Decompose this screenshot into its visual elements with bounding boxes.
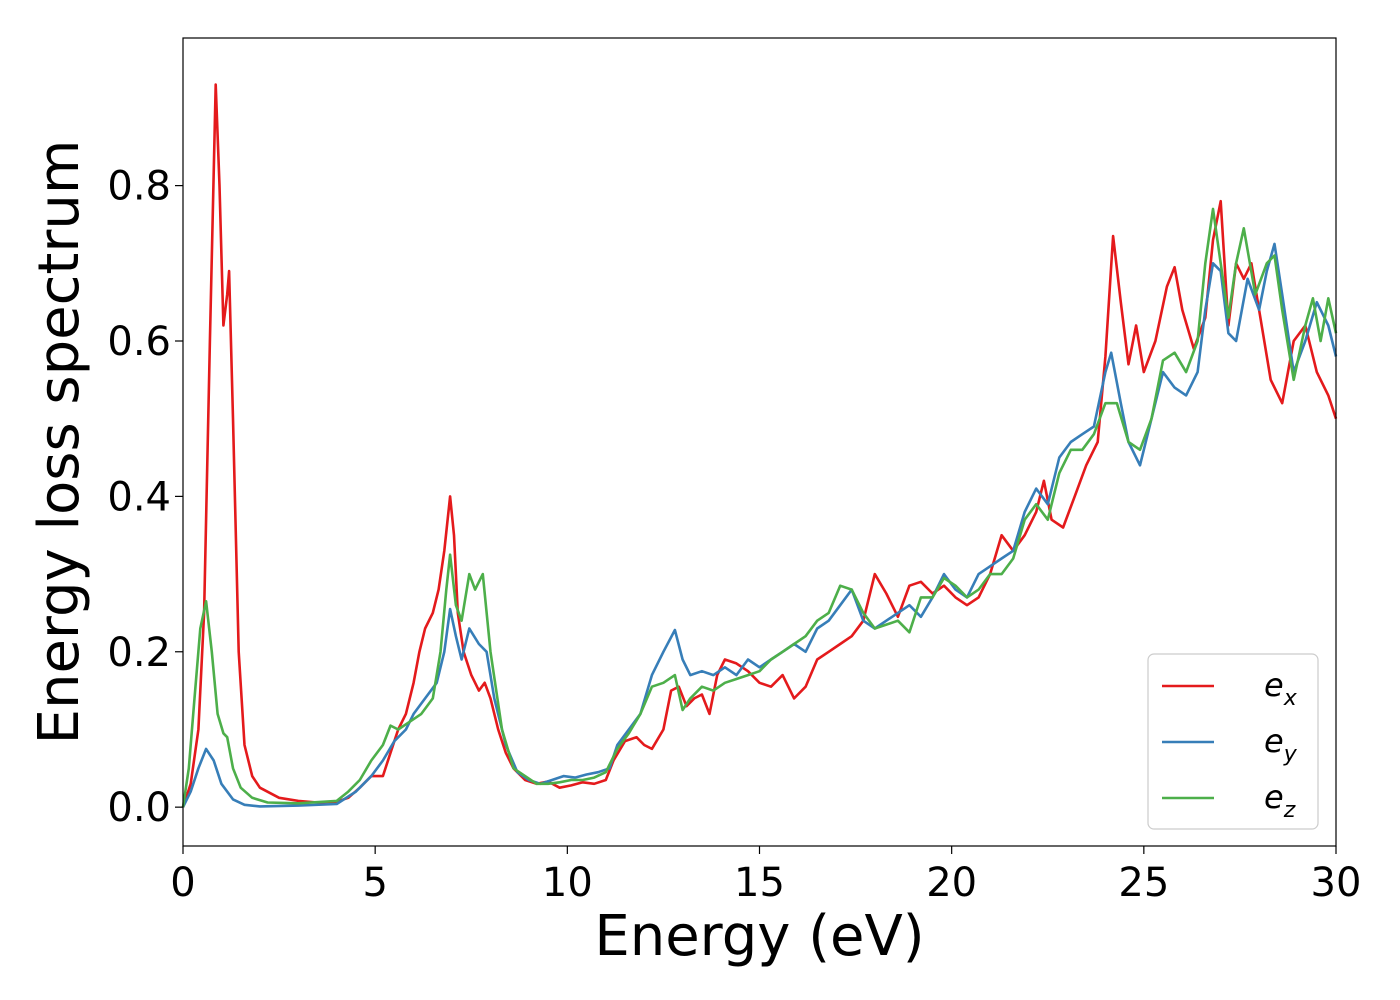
x-axis-title: Energy (eV) bbox=[594, 904, 924, 969]
x-tick-label: 25 bbox=[1118, 860, 1169, 906]
legend-label: ez bbox=[1264, 778, 1296, 823]
x-tick-label: 10 bbox=[542, 860, 593, 906]
y-axis-title: Energy loss spectrum bbox=[27, 140, 92, 745]
legend-label-main: e bbox=[1264, 722, 1284, 760]
legend-label: ey bbox=[1264, 722, 1298, 767]
y-tick-label: 0.8 bbox=[107, 164, 171, 210]
x-axis: 0 5 10 15 20 25 30 bbox=[170, 846, 1361, 906]
y-tick-label: 0.4 bbox=[107, 474, 171, 520]
legend-label-subscript: x bbox=[1283, 686, 1298, 711]
legend-label-subscript: y bbox=[1283, 742, 1298, 767]
legend-label-main: e bbox=[1264, 778, 1284, 816]
x-tick-label: 30 bbox=[1311, 860, 1362, 906]
legend-label-subscript: z bbox=[1283, 798, 1296, 823]
legend-box bbox=[1147, 653, 1319, 830]
legend-label: ex bbox=[1264, 666, 1298, 711]
series-layer bbox=[181, 83, 1338, 808]
y-axis: 0.0 0.2 0.4 0.6 0.8 bbox=[107, 164, 183, 831]
y-tick-label: 0.0 bbox=[107, 785, 171, 831]
x-tick-label: 5 bbox=[362, 860, 387, 906]
legend-label-main: e bbox=[1264, 666, 1284, 704]
y-tick-label: 0.2 bbox=[107, 630, 171, 676]
y-tick-label: 0.6 bbox=[107, 319, 171, 365]
x-tick-label: 15 bbox=[734, 860, 785, 906]
series-line-e-z bbox=[181, 207, 1338, 808]
x-tick-label: 0 bbox=[170, 860, 195, 906]
x-tick-label: 20 bbox=[926, 860, 977, 906]
